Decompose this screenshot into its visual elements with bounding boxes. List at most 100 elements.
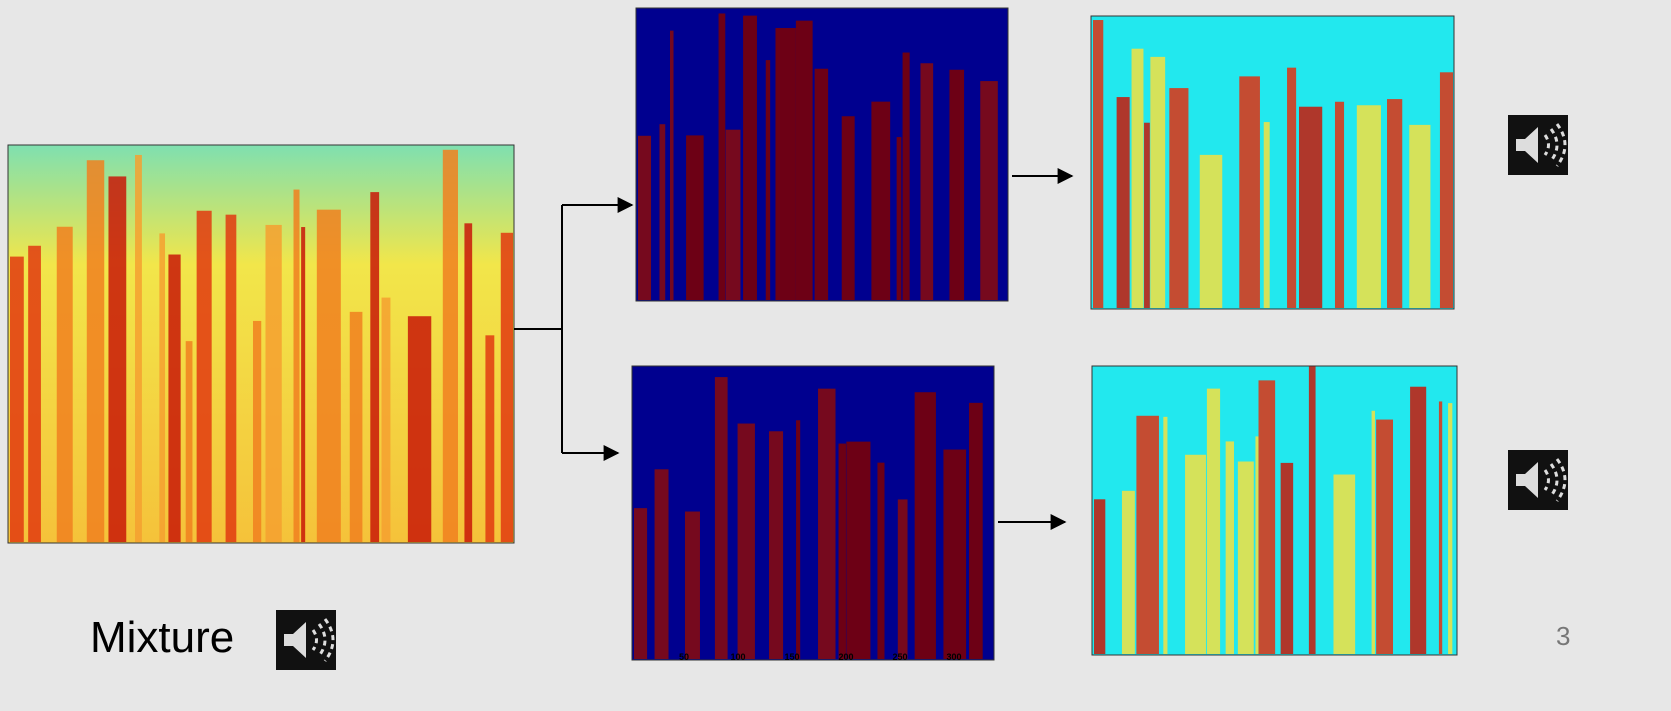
stripe xyxy=(1387,99,1402,308)
stripe xyxy=(1448,403,1452,654)
stripe xyxy=(1226,441,1234,654)
slide: Mixture 3 50100150200250300 xyxy=(0,0,1671,711)
stripe xyxy=(743,16,757,300)
stripe xyxy=(464,223,472,542)
stripe xyxy=(1440,72,1453,308)
stripe xyxy=(1439,401,1442,654)
stripe xyxy=(1150,57,1165,308)
stripe xyxy=(159,233,165,542)
stripe xyxy=(10,257,24,542)
stripe xyxy=(769,431,783,659)
stripe xyxy=(294,190,300,542)
stripe xyxy=(1287,68,1296,308)
stripe xyxy=(301,227,305,542)
x-tick-label: 50 xyxy=(679,652,689,662)
mask-top xyxy=(636,8,1008,301)
stripe xyxy=(1144,123,1150,308)
stripe xyxy=(839,444,846,659)
stripe xyxy=(903,53,910,300)
stripe xyxy=(1238,462,1254,654)
stripe xyxy=(186,341,193,542)
stripe xyxy=(1335,102,1344,308)
stripe xyxy=(443,150,458,542)
stripe xyxy=(796,420,800,659)
stripe xyxy=(638,136,651,300)
stripe xyxy=(1185,455,1206,654)
stripe xyxy=(915,392,936,659)
stripe xyxy=(980,81,998,300)
stripe xyxy=(969,403,983,659)
x-tick-label: 150 xyxy=(784,652,799,662)
stripe xyxy=(1372,411,1375,654)
stripe xyxy=(1093,20,1103,308)
x-tick-label: 250 xyxy=(892,652,907,662)
split-line xyxy=(514,205,562,453)
stripe xyxy=(1299,107,1322,308)
stripe xyxy=(719,13,726,300)
stripe xyxy=(1239,76,1260,308)
stripe xyxy=(108,176,126,542)
spectrograms xyxy=(8,8,1457,660)
stripe xyxy=(1132,49,1144,308)
stripe xyxy=(1117,97,1130,308)
stripe xyxy=(197,211,212,542)
stripe xyxy=(815,69,829,300)
stripe xyxy=(1410,387,1426,654)
stripe xyxy=(686,135,704,300)
stripe xyxy=(818,389,835,659)
stripe xyxy=(659,124,665,300)
stripe xyxy=(897,137,902,300)
stripe xyxy=(87,160,104,542)
stripe xyxy=(738,424,755,659)
stripe xyxy=(846,442,870,659)
stripe xyxy=(317,210,341,542)
stripe xyxy=(685,512,700,659)
stripe xyxy=(135,155,142,542)
speaker-icon[interactable] xyxy=(1508,115,1568,175)
stripe xyxy=(898,499,908,659)
stripe xyxy=(1409,125,1430,308)
stripe xyxy=(1259,380,1276,654)
stripe xyxy=(1207,389,1220,654)
stripe xyxy=(265,225,281,542)
stripe xyxy=(485,335,494,542)
stripe xyxy=(1169,88,1188,308)
stripe xyxy=(920,63,933,300)
stripe xyxy=(1255,436,1258,654)
x-tick-label: 100 xyxy=(730,652,745,662)
stripe xyxy=(226,215,237,542)
stripe xyxy=(766,60,770,300)
page-number: 3 xyxy=(1556,621,1570,651)
stripe xyxy=(949,70,964,300)
stripe xyxy=(796,21,813,300)
stripe xyxy=(1376,420,1393,654)
stripe xyxy=(726,130,741,300)
speaker-icon[interactable] xyxy=(276,610,336,670)
stripe xyxy=(1264,122,1270,308)
stripe xyxy=(370,192,379,542)
stripe xyxy=(1122,491,1135,654)
mixture-spectrogram xyxy=(8,145,514,543)
stripe xyxy=(57,227,73,542)
stripe xyxy=(1163,417,1167,654)
stripe xyxy=(877,463,884,659)
speaker-icon[interactable] xyxy=(1508,450,1568,510)
stripe xyxy=(253,321,261,542)
stripe xyxy=(408,316,431,542)
stripe xyxy=(1309,366,1316,654)
stripe xyxy=(670,31,674,300)
stripe xyxy=(943,450,966,659)
stripe xyxy=(381,298,390,542)
stripe xyxy=(28,246,41,542)
stripe xyxy=(1333,475,1355,654)
stripe xyxy=(1200,155,1223,308)
stripe xyxy=(655,469,669,659)
x-tick-label: 300 xyxy=(946,652,961,662)
stripe xyxy=(1357,105,1381,308)
stripe xyxy=(842,116,855,300)
stripe xyxy=(168,255,180,542)
stripe xyxy=(775,28,795,300)
stripe xyxy=(871,102,890,300)
stripe xyxy=(1136,416,1159,654)
mask-bottom xyxy=(632,366,994,660)
